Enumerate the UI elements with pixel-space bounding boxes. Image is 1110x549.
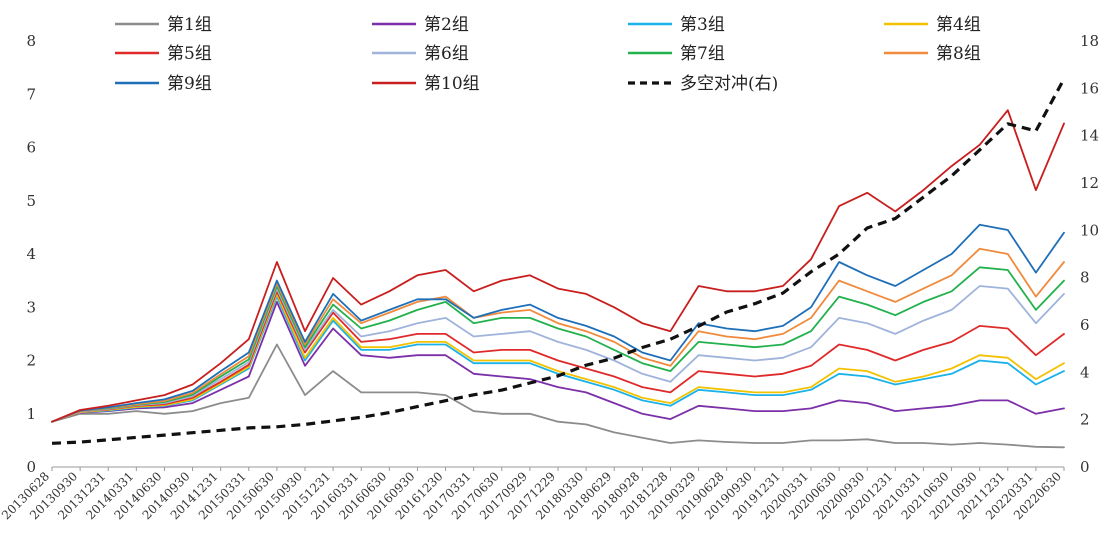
legend-item-2[interactable]: 第2组 — [372, 15, 469, 35]
legend-label: 第8组 — [936, 44, 981, 64]
legend-item-10[interactable]: 第10组 — [372, 74, 480, 94]
y2-tick-label: 8 — [1080, 269, 1090, 287]
y2-tick-label: 14 — [1080, 127, 1099, 145]
legend-label: 多空对冲(右) — [680, 74, 778, 94]
series-line-2 — [51, 300, 1065, 423]
legend-label: 第10组 — [424, 74, 480, 94]
y-tick-label: 4 — [26, 245, 36, 263]
legend-item-5[interactable]: 第5组 — [115, 44, 212, 64]
series-line-8 — [51, 247, 1065, 423]
y-tick-label: 2 — [26, 352, 36, 370]
legend-item-8[interactable]: 第8组 — [884, 44, 981, 64]
series-line-11 — [51, 78, 1066, 445]
legend-label: 第9组 — [167, 74, 212, 94]
y-tick-label: 3 — [26, 298, 36, 316]
y-tick-label: 1 — [26, 405, 36, 423]
y-tick-label: 5 — [26, 192, 36, 210]
y-tick-label: 8 — [26, 32, 36, 50]
legend-item-11[interactable]: 多空对冲(右) — [628, 74, 778, 94]
legend-item-9[interactable]: 第9组 — [115, 74, 212, 94]
axes: 0123456780246810121416182013062820130930… — [0, 32, 1099, 522]
y2-tick-label: 16 — [1080, 79, 1099, 97]
legend-label: 第3组 — [680, 15, 725, 35]
series-line-4 — [51, 292, 1065, 423]
y2-tick-label: 12 — [1080, 174, 1099, 192]
series-line-10 — [51, 109, 1065, 423]
series-line-1 — [51, 343, 1065, 449]
y2-tick-label: 6 — [1080, 316, 1090, 334]
legend-item-6[interactable]: 第6组 — [372, 44, 469, 64]
y2-tick-label: 4 — [1080, 363, 1090, 381]
series-line-7 — [51, 266, 1065, 423]
legend-item-3[interactable]: 第3组 — [628, 15, 725, 35]
legend-item-1[interactable]: 第1组 — [115, 15, 212, 35]
y2-tick-label: 18 — [1080, 32, 1099, 50]
legend-label: 第7组 — [680, 44, 725, 64]
series-line-3 — [51, 295, 1065, 423]
series-line-9 — [51, 223, 1065, 423]
y-tick-label: 0 — [26, 458, 36, 476]
legend-label: 第6组 — [424, 44, 469, 64]
legend-label: 第1组 — [167, 15, 212, 35]
series-line-6 — [51, 285, 1065, 423]
series-layer — [51, 78, 1066, 449]
y-tick-label: 7 — [26, 85, 36, 103]
y2-tick-label: 0 — [1080, 458, 1090, 476]
legend-label: 第4组 — [936, 15, 981, 35]
series-line-5 — [51, 290, 1065, 423]
legend-label: 第2组 — [424, 15, 469, 35]
legend-item-7[interactable]: 第7组 — [628, 44, 725, 64]
y2-tick-label: 10 — [1080, 221, 1099, 239]
legend-item-4[interactable]: 第4组 — [884, 15, 981, 35]
legend-label: 第5组 — [167, 44, 212, 64]
y-tick-label: 6 — [26, 139, 36, 157]
y2-tick-label: 2 — [1080, 411, 1090, 429]
